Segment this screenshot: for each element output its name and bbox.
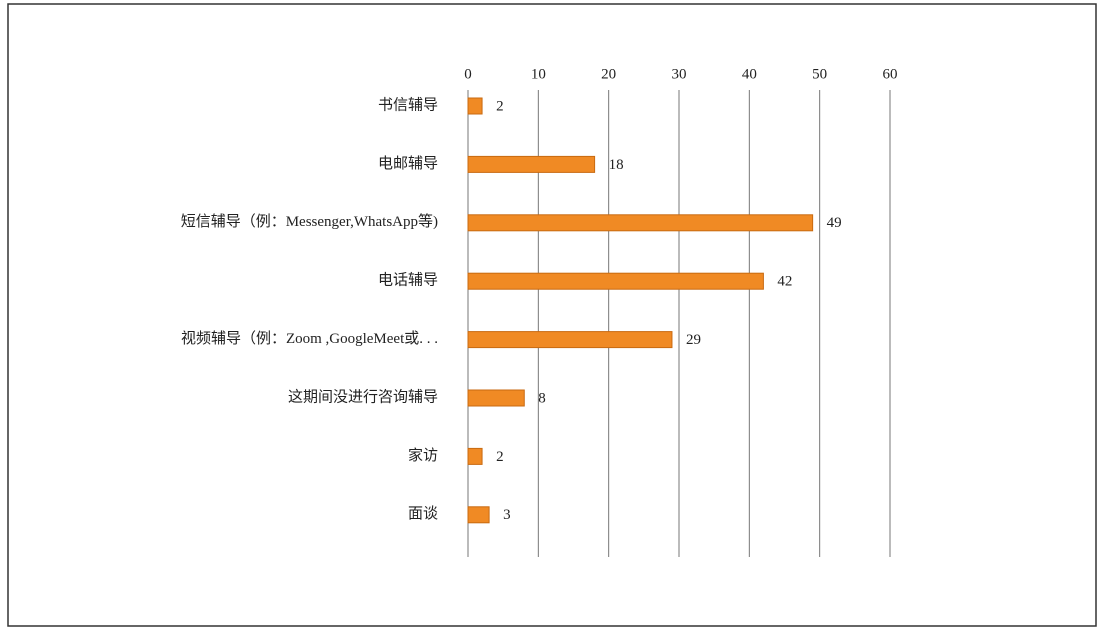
- x-tick-label: 40: [742, 66, 757, 82]
- data-label: 29: [686, 332, 701, 348]
- data-label: 42: [777, 274, 792, 290]
- y-tick-label: 书信辅导: [378, 96, 438, 113]
- bar: [467, 97, 483, 115]
- data-label: 2: [496, 98, 504, 114]
- x-tick-label: 0: [464, 66, 472, 82]
- y-tick-label: 视频辅导（例：Zoom ,GoogleMeet或. . .: [181, 330, 438, 347]
- x-tick-label: 60: [883, 66, 898, 82]
- bar: [467, 331, 673, 349]
- x-tick-label: 10: [531, 66, 546, 82]
- x-tick-label: 30: [672, 66, 687, 82]
- y-tick-label: 家访: [408, 447, 438, 464]
- bar: [467, 155, 596, 173]
- bar: [467, 389, 525, 407]
- bar: [467, 506, 490, 524]
- data-label: 18: [609, 157, 624, 173]
- bar: [467, 272, 764, 290]
- frame: [7, 3, 1097, 627]
- bar: [467, 214, 814, 232]
- data-label: 49: [827, 215, 842, 231]
- data-label: 3: [503, 507, 511, 523]
- x-tick-label: 20: [601, 66, 616, 82]
- y-tick-label: 面谈: [408, 505, 438, 522]
- y-tick-label: 这期间没进行咨询辅导: [288, 388, 438, 405]
- y-tick-label: 电话辅导: [378, 272, 438, 289]
- data-label: 2: [496, 449, 504, 465]
- y-tick-label: 短信辅导（例：Messenger,WhatsApp等): [181, 212, 438, 230]
- data-label: 8: [538, 390, 546, 406]
- y-tick-label: 电邮辅导: [378, 155, 438, 172]
- bar: [467, 447, 483, 465]
- x-tick-label: 50: [812, 66, 827, 82]
